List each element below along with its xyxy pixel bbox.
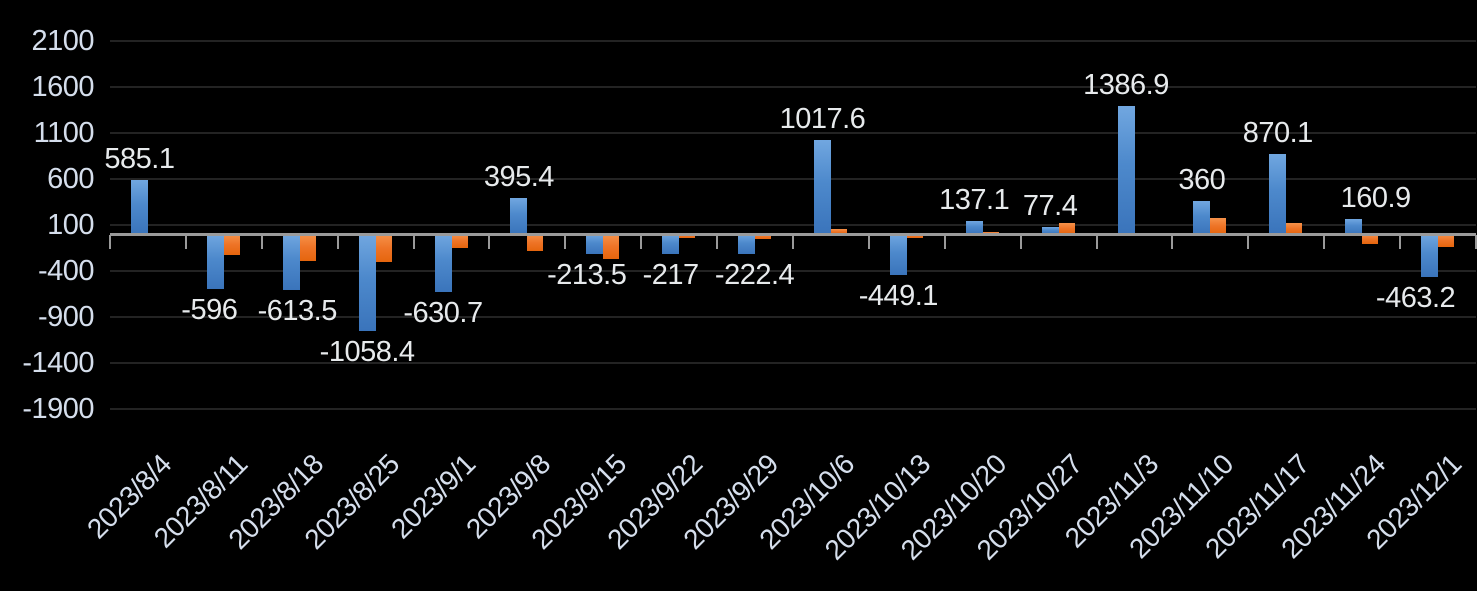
data-label: 360 bbox=[1178, 163, 1226, 196]
x-axis-tick bbox=[184, 235, 187, 249]
blue-bar[interactable] bbox=[889, 234, 907, 276]
x-axis-tick bbox=[1095, 235, 1098, 249]
y-gridline bbox=[110, 361, 1476, 364]
y-axis-tick-label: 1100 bbox=[33, 116, 95, 149]
orange-bar[interactable] bbox=[1058, 222, 1075, 234]
blue-bar[interactable] bbox=[662, 234, 680, 254]
x-axis-tick bbox=[109, 235, 111, 249]
orange-bar[interactable] bbox=[1286, 222, 1303, 234]
y-gridline bbox=[110, 315, 1476, 318]
blue-bar[interactable] bbox=[434, 234, 452, 293]
y-axis-tick-label: -400 bbox=[37, 254, 95, 287]
x-axis-tick bbox=[1475, 235, 1477, 249]
x-axis-label: 2023/9/1 bbox=[384, 448, 481, 545]
x-axis-tick bbox=[564, 235, 567, 249]
y-gridline bbox=[110, 85, 1476, 88]
orange-bar[interactable] bbox=[375, 234, 392, 262]
orange-bar[interactable] bbox=[1438, 234, 1455, 247]
x-axis-tick bbox=[792, 235, 794, 249]
data-label: 870.1 bbox=[1242, 116, 1314, 149]
blue-bar[interactable] bbox=[282, 234, 300, 291]
data-label: -596 bbox=[181, 293, 238, 326]
orange-bar[interactable] bbox=[830, 229, 847, 234]
blue-bar[interactable] bbox=[1193, 200, 1211, 234]
blue-bar[interactable] bbox=[1345, 219, 1363, 234]
data-label: 1386.9 bbox=[1083, 69, 1169, 102]
data-label: 395.4 bbox=[483, 160, 555, 193]
blue-bar[interactable] bbox=[206, 234, 224, 289]
x-axis-tick bbox=[1247, 235, 1250, 249]
blue-bar[interactable] bbox=[1421, 234, 1439, 277]
orange-bar[interactable] bbox=[1210, 217, 1227, 234]
data-label: -630.7 bbox=[403, 297, 483, 330]
data-label: -449.1 bbox=[858, 280, 939, 313]
y-gridline bbox=[110, 407, 1476, 410]
blue-bar[interactable] bbox=[1269, 153, 1287, 234]
data-label: -1058.4 bbox=[319, 336, 415, 369]
y-axis-tick-label: 1600 bbox=[31, 70, 94, 103]
x-axis-tick bbox=[867, 235, 870, 249]
orange-bar[interactable] bbox=[755, 234, 772, 239]
blue-bar[interactable] bbox=[738, 234, 756, 255]
x-axis-tick bbox=[336, 235, 339, 249]
data-label: -463.2 bbox=[1375, 281, 1456, 314]
data-label: 160.9 bbox=[1340, 182, 1412, 215]
y-axis-tick-label: 600 bbox=[47, 162, 94, 195]
y-gridline bbox=[110, 223, 1476, 226]
y-gridline bbox=[110, 39, 1476, 42]
blue-bar[interactable] bbox=[510, 197, 528, 234]
data-label: 585.1 bbox=[104, 143, 175, 176]
y-axis-tick-label: -1900 bbox=[22, 392, 94, 425]
orange-bar[interactable] bbox=[299, 234, 316, 261]
blue-bar[interactable] bbox=[586, 234, 604, 254]
x-axis-tick bbox=[640, 235, 643, 249]
data-label: -217 bbox=[642, 258, 700, 291]
data-label: 77.4 bbox=[1022, 189, 1078, 222]
data-label: -222.4 bbox=[714, 259, 795, 292]
orange-bar[interactable] bbox=[451, 234, 468, 248]
orange-bar[interactable] bbox=[223, 234, 240, 256]
y-axis-tick-label: -900 bbox=[37, 300, 95, 333]
x-axis-tick bbox=[260, 235, 263, 249]
orange-bar[interactable] bbox=[679, 234, 696, 239]
blue-bar[interactable] bbox=[358, 234, 376, 332]
data-label: 1017.6 bbox=[779, 103, 866, 136]
y-axis-tick-label: 2100 bbox=[31, 24, 94, 57]
blue-bar[interactable] bbox=[813, 140, 831, 234]
x-axis-tick bbox=[1323, 235, 1326, 249]
x-axis-line bbox=[110, 233, 1476, 236]
x-axis-tick bbox=[1019, 235, 1022, 249]
x-axis-tick bbox=[1399, 235, 1402, 249]
blue-bar[interactable] bbox=[1041, 226, 1059, 234]
y-axis-tick-label: -1400 bbox=[22, 346, 94, 379]
orange-bar[interactable] bbox=[1362, 234, 1379, 244]
x-axis-tick bbox=[716, 235, 719, 249]
x-axis-tick bbox=[1171, 235, 1174, 249]
y-axis-tick-label: 100 bbox=[47, 208, 94, 241]
x-axis-tick bbox=[412, 235, 415, 249]
blue-bar[interactable] bbox=[965, 221, 983, 234]
data-label: -213.5 bbox=[547, 258, 627, 291]
y-gridline bbox=[110, 131, 1476, 134]
x-axis-tick bbox=[943, 235, 946, 249]
blue-bar[interactable] bbox=[130, 180, 148, 234]
x-axis-tick bbox=[488, 235, 491, 249]
y-gridline bbox=[110, 269, 1476, 272]
data-label: 137.1 bbox=[939, 184, 1010, 217]
data-label: -613.5 bbox=[257, 295, 338, 328]
orange-bar[interactable] bbox=[603, 234, 620, 259]
orange-bar[interactable] bbox=[527, 234, 544, 252]
y-gridline bbox=[110, 177, 1476, 180]
blue-bar[interactable] bbox=[1117, 106, 1135, 234]
